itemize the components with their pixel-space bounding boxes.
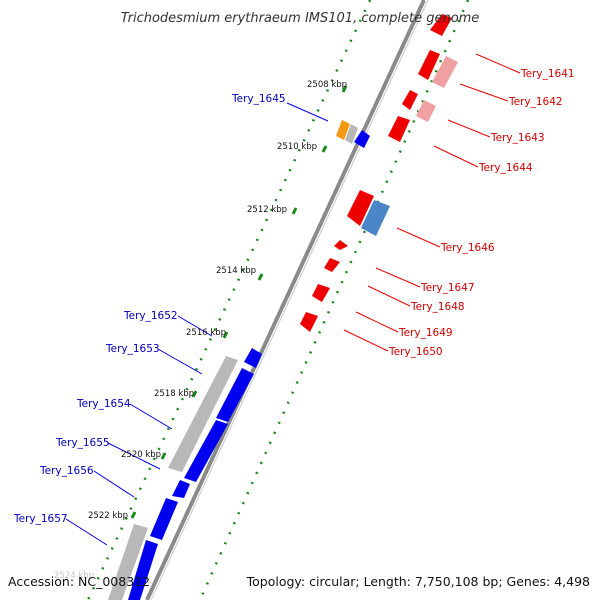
gene-tery-1656[interactable] [150, 498, 178, 540]
gene-tery-1645[interactable] [354, 130, 370, 148]
gene-label-tery-1646[interactable]: Tery_1646 [440, 242, 495, 254]
tick-label: 2524 kbp [54, 571, 94, 581]
forward-leaders [343, 53, 521, 352]
gene-label-tery-1652[interactable]: Tery_1652 [123, 310, 178, 322]
gene-label-tery-1648[interactable]: Tery_1648 [410, 301, 465, 313]
gene-tery-1644[interactable] [388, 116, 410, 142]
tick-label: 2510 kbp [277, 142, 317, 152]
reverse-leaders [65, 102, 329, 546]
gene-tery-1646-blue[interactable] [361, 200, 390, 236]
tick-label: 2520 kbp [121, 450, 161, 460]
gene-tery-1646[interactable] [347, 190, 374, 226]
gene-label-tery-1656[interactable]: Tery_1656 [39, 465, 94, 477]
gene-tery-1642[interactable] [402, 90, 418, 110]
gene-tery-1648[interactable] [324, 258, 340, 272]
genome-backbone [145, 0, 426, 600]
accession-text: Accession: NC_008312 [8, 574, 150, 589]
gene-tery-1645-orange[interactable] [336, 120, 350, 140]
gene-tery-1655[interactable] [172, 480, 190, 498]
gene-tery-1649[interactable] [312, 284, 330, 302]
reverse-genes [108, 120, 370, 600]
tick-labels: 2508 kbp 2510 kbp 2512 kbp 2514 kbp 2516… [54, 80, 347, 581]
pseudo-tery-1653[interactable] [168, 356, 238, 472]
tick-label: 2512 kbp [247, 205, 287, 215]
tick-label: 2518 kbp [154, 389, 194, 399]
gene-label-tery-1643[interactable]: Tery_1643 [490, 132, 545, 144]
gene-tery-1641[interactable] [418, 50, 440, 80]
gene-tery-1657[interactable] [128, 540, 158, 600]
tick-label: 2516 kbp [186, 328, 226, 338]
gene-label-tery-1644[interactable]: Tery_1644 [478, 162, 533, 174]
gene-tery-1647[interactable] [334, 240, 348, 250]
gene-tery-1650[interactable] [300, 312, 318, 332]
gene-label-tery-1649[interactable]: Tery_1649 [398, 327, 453, 339]
gene-label-tery-1655[interactable]: Tery_1655 [55, 437, 110, 449]
gc-track-outer [198, 0, 470, 600]
gene-label-tery-1642[interactable]: Tery_1642 [508, 96, 563, 108]
tick-label: 2522 kbp [88, 511, 128, 521]
gene-label-tery-1647[interactable]: Tery_1647 [420, 282, 475, 294]
tick-label: 2508 kbp [307, 80, 347, 90]
gene-tery-1641-pseudo[interactable] [432, 56, 458, 88]
gene-tery-1641-a[interactable] [430, 14, 452, 36]
gene-tery-1652[interactable] [244, 348, 262, 368]
tick-marks [130, 85, 348, 519]
gene-label-tery-1654[interactable]: Tery_1654 [76, 398, 131, 410]
tick-label: 2514 kbp [216, 266, 256, 276]
gene-label-tery-1641[interactable]: Tery_1641 [520, 68, 575, 80]
genome-summary-text: Topology: circular; Length: 7,750,108 bp… [246, 574, 590, 589]
gene-tery-1642-pseudo[interactable] [416, 100, 436, 122]
gene-tery-1653[interactable] [216, 368, 254, 422]
gene-label-tery-1657[interactable]: Tery_1657 [13, 513, 68, 525]
pseudo-tery-1657[interactable] [108, 524, 148, 600]
gc-track-inner [86, 0, 372, 600]
reverse-gene-labels: Tery_1645 Tery_1652 Tery_1653 Tery_1654 … [13, 93, 286, 525]
forward-gene-labels: Tery_1641 Tery_1642 Tery_1643 Tery_1644 … [388, 68, 575, 358]
gene-tery-1645-grey[interactable] [345, 124, 358, 144]
gene-label-tery-1653[interactable]: Tery_1653 [105, 343, 160, 355]
gene-label-tery-1645[interactable]: Tery_1645 [231, 93, 286, 105]
forward-genes [300, 14, 458, 332]
gene-label-tery-1650[interactable]: Tery_1650 [388, 346, 443, 358]
genome-title: Trichodesmium erythraeum IMS101, complet… [121, 11, 480, 26]
gene-tery-1654[interactable] [184, 420, 228, 482]
